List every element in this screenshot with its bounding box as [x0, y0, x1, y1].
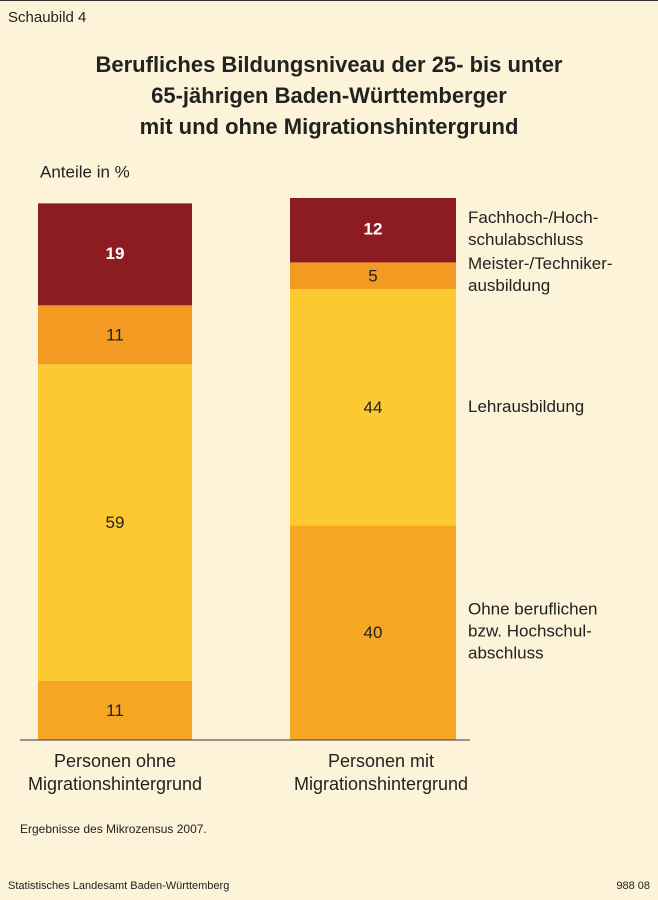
bar-segment — [290, 262, 456, 290]
value-label: 11 — [106, 701, 124, 720]
value-label: 11 — [106, 325, 124, 344]
note: Ergebnisse des Mikrozensus 2007. — [20, 822, 207, 836]
legend-label: Lehrausbildung — [468, 397, 584, 416]
legend-label: Ohne beruflichen bzw. Hochschul-abschluss — [468, 600, 597, 663]
unit-label: Anteile in % — [40, 162, 130, 181]
code: 988 08 — [616, 880, 650, 892]
x-tick-label: Personen ohne Migrationshintergrund — [28, 751, 202, 794]
figure-label: Schaubild 4 — [8, 9, 86, 26]
value-label: 44 — [364, 398, 383, 417]
legend-label: Meister-/Techniker-ausbildung — [468, 254, 613, 295]
value-label: 19 — [106, 244, 125, 263]
legend-label: Fachhoch-/Hoch-schulabschluss — [468, 209, 598, 250]
value-label: 5 — [368, 266, 377, 285]
bar-segment — [290, 525, 456, 740]
chart-title: Berufliches Bildungsniveau der 25- bis u… — [96, 52, 563, 139]
value-label: 59 — [106, 513, 125, 532]
bar-segment — [38, 305, 192, 365]
source: Statistisches Landesamt Baden-Württember… — [8, 880, 229, 892]
value-label: 12 — [364, 220, 383, 239]
value-label: 40 — [364, 623, 383, 642]
x-tick-label: Personen mit Migrationshintergrund — [294, 751, 468, 794]
bar-segment — [38, 364, 192, 681]
bar-segment — [38, 203, 192, 306]
bar-segment — [290, 289, 456, 526]
bar-segment — [290, 198, 456, 263]
bar-segment — [38, 680, 192, 740]
